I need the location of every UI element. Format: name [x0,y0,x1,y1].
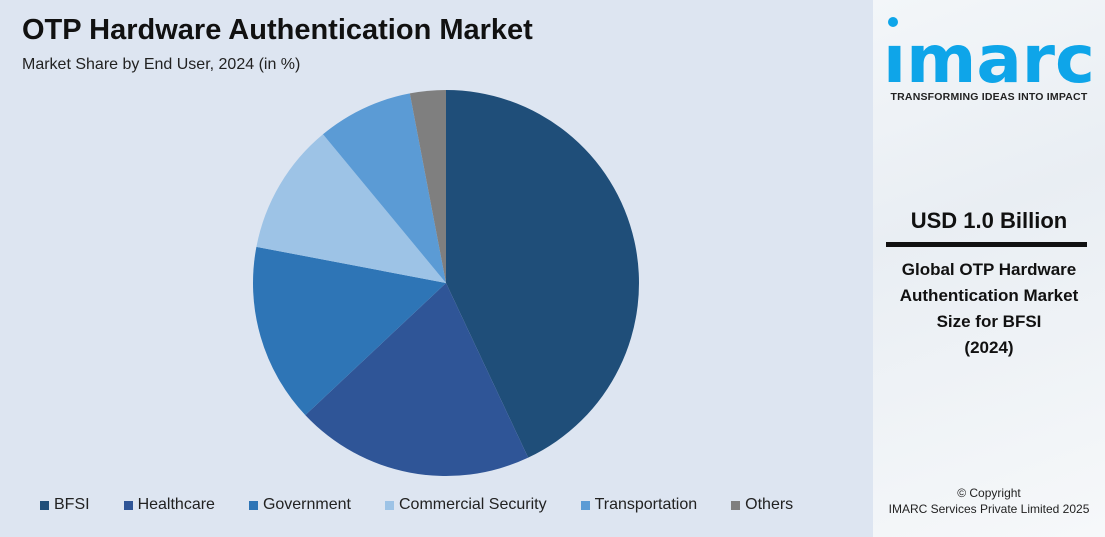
legend-label: Government [262,496,351,513]
market-value: USD 1.0 Billion [910,208,1068,233]
legend-item: BFSI [40,496,90,514]
legend-label: Transportation [594,496,698,513]
chart-subtitle: Market Share by End User, 2024 (in %) [22,56,301,73]
legend-item: Healthcare [123,496,215,514]
chart-title: OTP Hardware Authentication Market [22,14,533,46]
pie-chart [252,90,639,476]
pie-slice-others [409,90,446,283]
divider [886,242,1087,247]
legend-item: Government [248,496,351,514]
legend-item: Others [731,496,793,514]
legend-swatch [40,500,49,510]
legend-label: Healthcare [137,496,215,513]
legend-label: Commercial Security [398,496,547,513]
pie-slice-commercial-security [256,134,446,283]
legend-label: Others [745,496,794,513]
pie-slice-healthcare [305,283,529,476]
tagline: TRANSFORMING IDEAS INTO IMPACT [890,91,1088,103]
desc-line: Global OTP Hardware [901,260,1077,279]
pie-slice-bfsi [446,90,639,458]
desc-line: Size for BFSI [936,312,1042,331]
copyright-line: IMARC Services Private Limited 2025 [888,502,1090,516]
legend-label: BFSI [54,496,90,513]
pie-slice-transportation [322,93,446,283]
copyright-line: © Copyright [957,486,1021,500]
info-panel: ımarc TRANSFORMING IDEAS INTO IMPACT USD… [873,0,1105,537]
legend-item: Commercial Security [384,496,547,514]
legend-swatch [248,500,258,510]
chart-panel: OTP Hardware Authentication Market Marke… [0,0,873,537]
legend-swatch [731,500,741,510]
copyright: © Copyright IMARC Services Private Limit… [873,485,1105,517]
svg-text:ımarc: ımarc [883,21,1095,90]
imarc-logo: ımarc [883,17,1095,90]
legend-item: Transportation [580,496,698,514]
pie-slice-government [252,246,446,416]
legend-swatch [123,500,133,510]
market-description: Global OTP Hardware Authentication Marke… [873,257,1105,361]
legend-swatch [384,500,394,510]
legend: BFSI Healthcare Government Commercial Secur… [40,496,827,514]
desc-line: (2024) [964,338,1014,357]
legend-swatch [580,500,590,510]
desc-line: Authentication Market [899,286,1079,305]
